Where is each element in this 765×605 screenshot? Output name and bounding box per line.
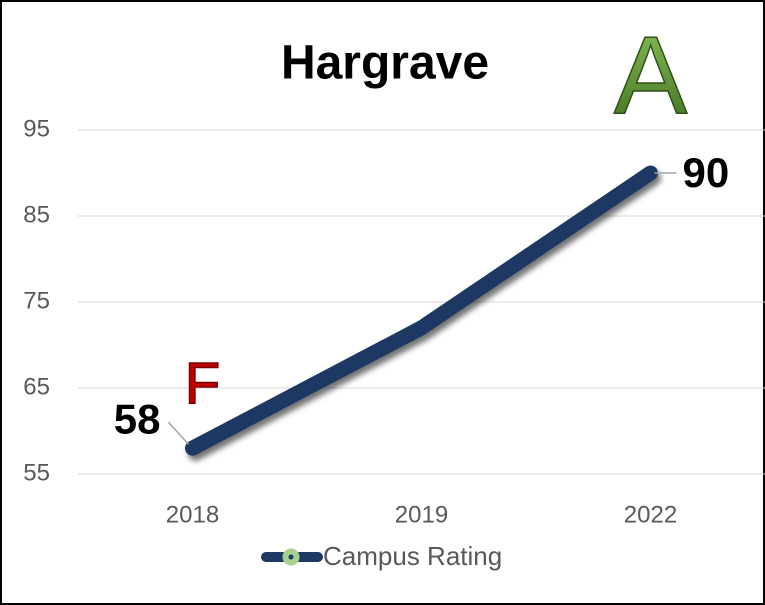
y-tick-label: 95: [23, 115, 50, 142]
x-tick-label: 2022: [624, 501, 677, 528]
data-label: 58: [114, 395, 161, 442]
x-tick-label: 2019: [395, 501, 448, 528]
legend-label: Campus Rating: [323, 541, 502, 571]
annotation: F: [185, 352, 220, 417]
y-tick-label: 55: [23, 459, 50, 486]
legend-marker-dot: [288, 554, 294, 560]
annotation: A: [614, 14, 688, 137]
x-tick-label: 2018: [166, 501, 219, 528]
y-tick-label: 85: [23, 201, 50, 228]
data-label: 90: [683, 149, 730, 196]
y-tick-label: 65: [23, 373, 50, 400]
data-line: [185, 165, 658, 456]
chart-title: Hargrave: [281, 37, 489, 90]
y-tick-label: 75: [23, 287, 50, 314]
leader-line: [167, 421, 190, 445]
